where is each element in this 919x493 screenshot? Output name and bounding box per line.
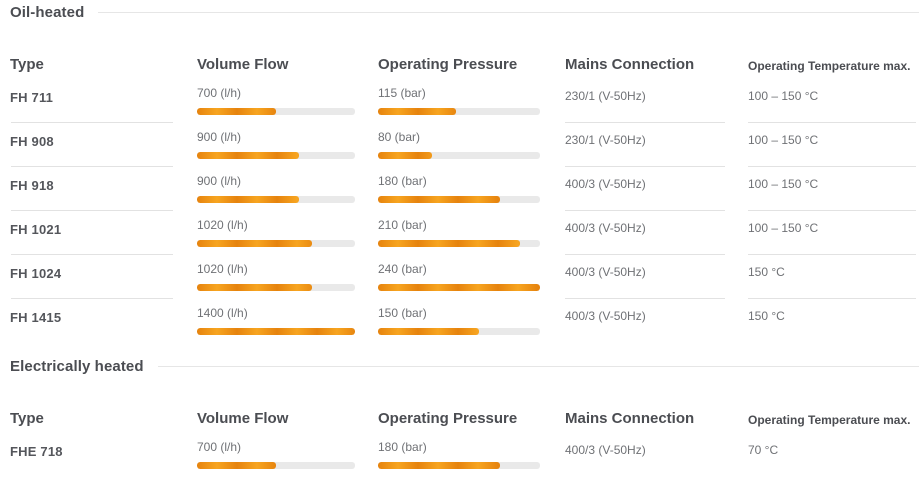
volume-flow-bar-fill [197, 108, 276, 115]
volume-flow-value: 1020 (l/h) [197, 218, 248, 232]
section-divider-line [98, 12, 919, 13]
column-header-type: Type [10, 410, 44, 427]
volume-flow-bar [197, 108, 355, 115]
volume-flow-value: 1020 (l/h) [197, 262, 248, 276]
operating-temperature-value: 150 °C [748, 265, 785, 279]
table-row: FH 918 900 (l/h) 180 (bar) 400/3 (V-50Hz… [10, 172, 919, 216]
section-header: Oil-heated [10, 0, 919, 21]
column-header-mains-connection: Mains Connection [565, 410, 695, 427]
operating-pressure-bar-fill [378, 152, 432, 159]
section-oil-heated: Oil-heated Type Volume Flow Operating Pr… [10, 0, 919, 348]
operating-temperature-value: 100 – 150 °C [748, 133, 819, 147]
operating-temperature-value: 100 – 150 °C [748, 177, 819, 191]
operating-temperature-value: 100 – 150 °C [748, 89, 819, 103]
type-label: FH 711 [10, 90, 54, 105]
type-label: FH 1415 [10, 310, 62, 325]
column-header-type: Type [10, 56, 44, 73]
table-row: FH 711 700 (l/h) 115 (bar) 230/1 (V-50Hz… [10, 84, 919, 128]
volume-flow-bar-fill [197, 196, 299, 203]
operating-pressure-bar [378, 328, 540, 335]
operating-temperature-value: 100 – 150 °C [748, 221, 819, 235]
table-row: FH 1021 1020 (l/h) 210 (bar) 400/3 (V-50… [10, 216, 919, 260]
section-header: Electrically heated [10, 348, 919, 375]
volume-flow-bar [197, 284, 355, 291]
operating-temperature-value: 70 °C [748, 443, 779, 457]
operating-pressure-value: 80 (bar) [378, 130, 421, 144]
operating-pressure-bar [378, 462, 540, 469]
column-header-row: Type Volume Flow Operating Pressure Main… [10, 411, 919, 427]
operating-pressure-value: 210 (bar) [378, 218, 427, 232]
volume-flow-bar-fill [197, 152, 299, 159]
spec-comparison-page: Oil-heated Oil-heated Type Volume Flow O… [10, 0, 919, 482]
operating-pressure-bar-fill [378, 108, 456, 115]
operating-pressure-value: 180 (bar) [378, 440, 427, 454]
type-label: FHE 718 [10, 444, 63, 459]
operating-pressure-bar [378, 108, 540, 115]
type-label: FH 1024 [10, 266, 62, 281]
volume-flow-bar-fill [197, 284, 313, 291]
operating-pressure-bar [378, 152, 540, 159]
type-label: FH 908 [10, 134, 54, 149]
column-header-operating-pressure: Operating Pressure [378, 56, 518, 73]
volume-flow-value: 700 (l/h) [197, 440, 242, 454]
operating-pressure-bar [378, 284, 540, 291]
column-header-operating-temperature: Operating Temperature max. [748, 59, 911, 73]
operating-temperature-value: 150 °C [748, 309, 785, 323]
operating-pressure-bar-fill [378, 328, 480, 335]
volume-flow-bar [197, 462, 355, 469]
operating-pressure-value: 240 (bar) [378, 262, 427, 276]
section-title: Electrically heated [10, 358, 144, 375]
operating-pressure-value: 150 (bar) [378, 306, 427, 320]
volume-flow-value: 900 (l/h) [197, 174, 242, 188]
column-header-operating-temperature: Operating Temperature max. [748, 413, 911, 427]
type-label: FH 1021 [10, 222, 62, 237]
type-label: FH 918 [10, 178, 54, 193]
section-divider-line [157, 366, 919, 367]
column-header-row: Type Volume Flow Operating Pressure Main… [10, 57, 919, 73]
volume-flow-bar [197, 152, 355, 159]
table-row: FHE 718 700 (l/h) 180 (bar) 400/3 (V-50H… [10, 438, 919, 482]
mains-connection-value: 230/1 (V-50Hz) [565, 89, 646, 103]
volume-flow-bar-fill [197, 328, 355, 335]
volume-flow-bar [197, 328, 355, 335]
mains-connection-value: 230/1 (V-50Hz) [565, 133, 646, 147]
operating-pressure-value: 115 (bar) [378, 86, 426, 100]
mains-connection-value: 400/3 (V-50Hz) [565, 177, 646, 191]
section-title: Oil-heated [10, 4, 85, 21]
column-header-operating-pressure: Operating Pressure [378, 410, 518, 427]
operating-pressure-bar [378, 240, 540, 247]
volume-flow-value: 700 (l/h) [197, 86, 242, 100]
section-electrically-heated: Electrically heated Type Volume Flow Ope… [10, 348, 919, 482]
operating-pressure-bar-fill [378, 240, 520, 247]
volume-flow-bar [197, 196, 355, 203]
volume-flow-value: 1400 (l/h) [197, 306, 248, 320]
volume-flow-bar [197, 240, 355, 247]
operating-pressure-bar-fill [378, 462, 500, 469]
volume-flow-value: 900 (l/h) [197, 130, 242, 144]
volume-flow-bar-fill [197, 462, 276, 469]
mains-connection-value: 400/3 (V-50Hz) [565, 221, 646, 235]
operating-pressure-value: 180 (bar) [378, 174, 427, 188]
operating-pressure-bar-fill [378, 284, 540, 291]
table-row: FH 1024 1020 (l/h) 240 (bar) 400/3 (V-50… [10, 260, 919, 304]
column-header-volume-flow: Volume Flow [197, 56, 289, 73]
column-header-volume-flow: Volume Flow [197, 410, 289, 427]
table-row: FH 908 900 (l/h) 80 (bar) 230/1 (V-50Hz)… [10, 128, 919, 172]
column-header-mains-connection: Mains Connection [565, 56, 695, 73]
table-row: FH 1415 1400 (l/h) 150 (bar) 400/3 (V-50… [10, 304, 919, 348]
volume-flow-bar-fill [197, 240, 313, 247]
mains-connection-value: 400/3 (V-50Hz) [565, 443, 646, 457]
operating-pressure-bar [378, 196, 540, 203]
operating-pressure-bar-fill [378, 196, 500, 203]
mains-connection-value: 400/3 (V-50Hz) [565, 265, 646, 279]
mains-connection-value: 400/3 (V-50Hz) [565, 309, 646, 323]
